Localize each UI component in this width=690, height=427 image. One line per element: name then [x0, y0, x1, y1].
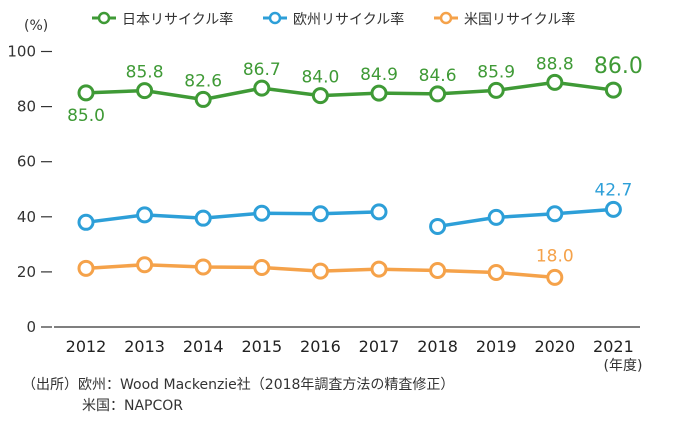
data-point	[253, 204, 271, 222]
legend: 日本リサイクル率 欧州リサイクル率 米国リサイクル率	[92, 11, 575, 28]
data-point	[194, 258, 212, 276]
data-point	[77, 84, 95, 102]
x-axis-unit-label: (年度)	[604, 358, 643, 374]
y-tick-label: 40	[17, 208, 36, 226]
x-tick-label: 2012	[66, 337, 107, 356]
x-tick-label: 2019	[476, 337, 517, 356]
series-line	[85, 80, 614, 102]
data-label: 88.8	[536, 54, 574, 74]
data-label: 86.0	[594, 54, 643, 79]
x-tick-label: 2018	[417, 337, 458, 356]
y-tick-label: 100	[7, 43, 36, 61]
y-tick-label: 60	[17, 153, 36, 171]
series-line	[85, 210, 380, 225]
data-label: 42.7	[594, 180, 632, 200]
y-tick-label: 0	[26, 318, 36, 336]
data-label: 85.9	[477, 62, 515, 82]
data-point	[429, 262, 447, 280]
x-tick-label: 2016	[300, 337, 341, 356]
data-point	[136, 82, 154, 100]
x-tick-label: 2021	[593, 337, 634, 356]
legend-label: 日本リサイクル率	[122, 11, 233, 28]
legend-marker	[439, 11, 453, 25]
data-point	[194, 209, 212, 227]
y-tick-label: 20	[17, 263, 36, 281]
data-point	[253, 79, 271, 97]
data-label: 18.0	[536, 246, 574, 266]
data-point	[311, 262, 329, 280]
data-point	[370, 260, 388, 278]
data-point	[136, 256, 154, 274]
data-label: 85.0	[67, 106, 105, 126]
data-point	[546, 205, 564, 223]
y-axis: 0 20 40 60 80 100	[7, 43, 52, 336]
data-label: 84.9	[360, 65, 398, 85]
data-label: 84.0	[301, 68, 339, 88]
source-note-us: 米国：NAPCOR	[82, 398, 184, 414]
line-chart: 日本リサイクル率 欧州リサイクル率 米国リサイクル率 (%) 0 20 40 60 80 10…	[7, 11, 643, 374]
data-point	[487, 81, 505, 99]
x-tick-label: 2013	[124, 337, 165, 356]
legend-marker	[268, 11, 282, 25]
data-point	[429, 85, 447, 103]
data-label: 84.6	[419, 66, 457, 86]
x-tick-label: 2017	[359, 337, 400, 356]
data-point	[546, 268, 564, 286]
legend-label: 米国リサイクル率	[464, 11, 575, 28]
data-point	[136, 206, 154, 224]
data-label: 86.7	[243, 60, 281, 80]
x-tick-label: 2014	[183, 337, 224, 356]
data-point	[77, 259, 95, 277]
data-point	[370, 203, 388, 221]
legend-label: 欧州リサイクル率	[293, 11, 404, 28]
x-tick-label: 2020	[534, 337, 575, 356]
data-point	[487, 208, 505, 226]
data-point	[194, 90, 212, 108]
data-label: 82.6	[184, 71, 222, 91]
x-axis: 2012 2013 2014 2015 2016 2017 2018 2019 2020 2021	[54, 326, 640, 356]
data-point	[604, 81, 622, 99]
data-point	[429, 217, 447, 235]
data-point	[604, 200, 622, 218]
data-point	[77, 213, 95, 231]
data-point	[487, 263, 505, 281]
series-line	[437, 207, 614, 229]
legend-marker	[97, 11, 111, 25]
y-axis-unit-label: (%)	[24, 18, 48, 34]
data-point	[311, 205, 329, 223]
source-note-europe: （出所）欧州：Wood Mackenzie社（2018年調査方法の精査修正）	[22, 377, 455, 393]
series-layer: 85.0 85.8 82.6 86.7 84.0 84.9 84.6 85.9 88.8 86.0…	[67, 54, 643, 286]
data-label: 85.8	[126, 63, 164, 83]
data-point	[253, 258, 271, 276]
data-point	[546, 73, 564, 91]
x-tick-label: 2015	[241, 337, 282, 356]
y-tick-label: 80	[17, 98, 36, 116]
data-point	[370, 84, 388, 102]
data-point	[311, 87, 329, 105]
